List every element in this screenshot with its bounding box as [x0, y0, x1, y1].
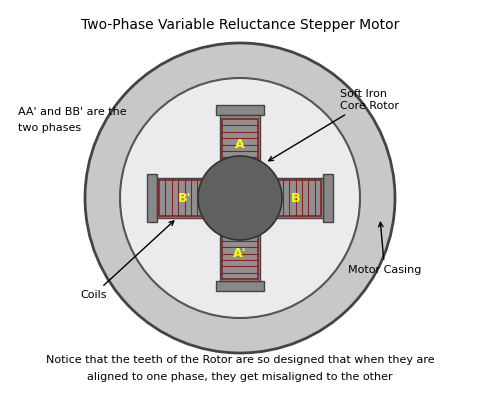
Bar [212, 170, 268, 226]
Circle shape [120, 78, 360, 318]
Text: B: B [291, 192, 300, 205]
Text: Notice that the teeth of the Rotor are so designed that when they are: Notice that the teeth of the Rotor are s… [46, 355, 434, 365]
Bar [220, 226, 260, 281]
Bar [268, 178, 323, 218]
Bar [258, 223, 275, 240]
Bar [240, 149, 250, 163]
Text: A': A' [233, 247, 247, 260]
Text: two phases: two phases [18, 123, 81, 133]
Bar [220, 115, 260, 170]
Bar [159, 180, 210, 216]
Text: AA' and BB' are the: AA' and BB' are the [18, 107, 127, 117]
Text: Coils: Coils [80, 221, 174, 300]
Bar [147, 174, 157, 222]
Bar [205, 156, 222, 173]
Text: aligned to one phase, they get misaligned to the other: aligned to one phase, they get misaligne… [87, 372, 393, 382]
Bar [222, 228, 258, 279]
Bar [275, 198, 289, 208]
Bar [265, 163, 282, 180]
Bar [157, 178, 212, 218]
Text: A: A [235, 138, 245, 151]
Bar [230, 233, 240, 247]
Text: B': B' [178, 192, 191, 205]
Circle shape [198, 156, 282, 240]
Bar [270, 180, 321, 216]
Text: Two-Phase Variable Reluctance Stepper Motor: Two-Phase Variable Reluctance Stepper Mo… [81, 18, 399, 32]
Bar [323, 174, 333, 222]
Bar [216, 105, 264, 115]
Text: Motor Casing: Motor Casing [348, 222, 421, 275]
Text: Soft Iron
Core Rotor: Soft Iron Core Rotor [269, 89, 399, 161]
Bar [222, 119, 258, 170]
Circle shape [85, 43, 395, 353]
Bar [216, 281, 264, 291]
Bar [191, 188, 205, 198]
Bar [198, 216, 215, 233]
